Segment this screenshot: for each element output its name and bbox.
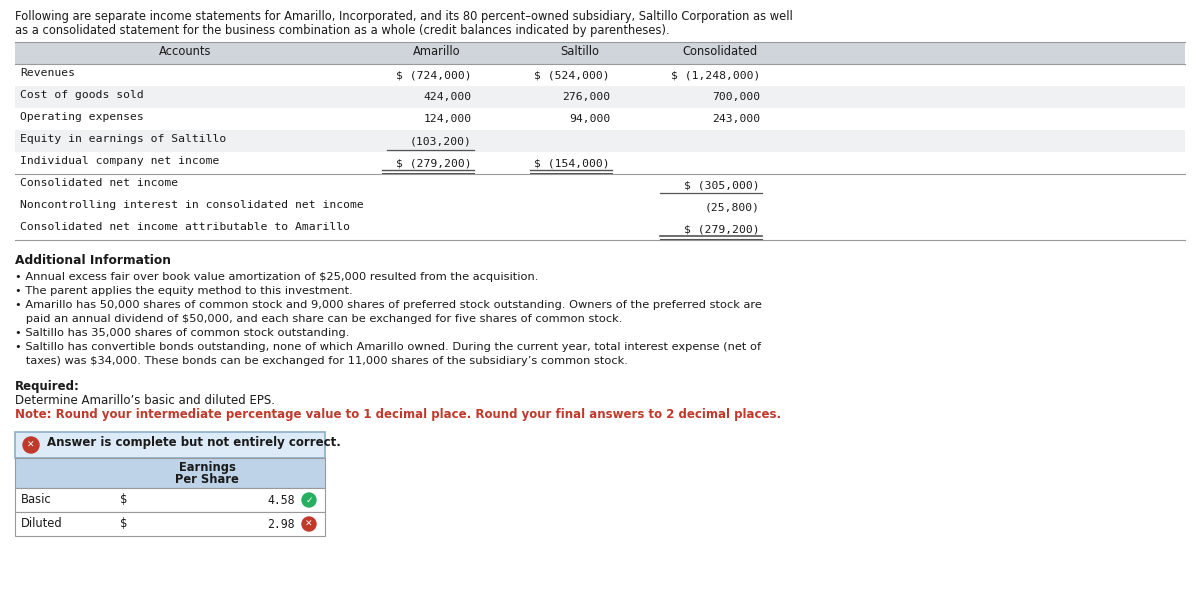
Text: $ (305,000): $ (305,000) — [684, 180, 760, 190]
Text: (25,800): (25,800) — [706, 202, 760, 212]
Bar — [14, 458, 325, 488]
Bar — [14, 488, 325, 512]
Text: ✕: ✕ — [305, 519, 313, 528]
Text: ✓: ✓ — [305, 496, 313, 505]
Text: 124,000: 124,000 — [424, 114, 472, 124]
Text: Required:: Required: — [14, 380, 80, 393]
Bar — [14, 86, 1186, 108]
Circle shape — [302, 517, 316, 531]
Text: Equity in earnings of Saltillo: Equity in earnings of Saltillo — [20, 134, 227, 144]
Text: $ (724,000): $ (724,000) — [396, 70, 472, 80]
Text: Note: Round your intermediate percentage value to 1 decimal place. Round your fi: Note: Round your intermediate percentage… — [14, 408, 781, 421]
Bar — [14, 432, 325, 458]
Circle shape — [302, 493, 316, 507]
Text: Consolidated: Consolidated — [683, 45, 757, 58]
Text: 700,000: 700,000 — [712, 92, 760, 102]
Text: 276,000: 276,000 — [562, 92, 610, 102]
Text: • Saltillo has convertible bonds outstanding, none of which Amarillo owned. Duri: • Saltillo has convertible bonds outstan… — [14, 342, 761, 352]
Text: 4.58: 4.58 — [268, 493, 295, 506]
Text: $ (279,200): $ (279,200) — [684, 224, 760, 234]
Text: ✕: ✕ — [28, 440, 35, 449]
Bar — [14, 512, 325, 536]
Text: $ (154,000): $ (154,000) — [534, 158, 610, 168]
Text: • Amarillo has 50,000 shares of common stock and 9,000 shares of preferred stock: • Amarillo has 50,000 shares of common s… — [14, 300, 762, 310]
Text: Diluted: Diluted — [22, 517, 62, 530]
Text: Operating expenses: Operating expenses — [20, 112, 144, 122]
Text: 2.98: 2.98 — [268, 518, 295, 531]
Text: 243,000: 243,000 — [712, 114, 760, 124]
Text: • The parent applies the equity method to this investment.: • The parent applies the equity method t… — [14, 286, 353, 296]
Bar — [14, 64, 1186, 86]
Bar — [14, 130, 1186, 152]
Text: Earnings: Earnings — [179, 461, 235, 474]
Text: (103,200): (103,200) — [410, 136, 472, 146]
Bar — [14, 152, 1186, 174]
Text: paid an annual dividend of $50,000, and each share can be exchanged for five sha: paid an annual dividend of $50,000, and … — [14, 314, 623, 324]
Text: Revenues: Revenues — [20, 68, 74, 78]
Text: Determine Amarillo’s basic and diluted EPS.: Determine Amarillo’s basic and diluted E… — [14, 394, 275, 407]
Text: taxes) was $34,000. These bonds can be exchanged for 11,000 shares of the subsid: taxes) was $34,000. These bonds can be e… — [14, 356, 628, 366]
Text: • Annual excess fair over book value amortization of $25,000 resulted from the a: • Annual excess fair over book value amo… — [14, 272, 539, 282]
Text: • Saltillo has 35,000 shares of common stock outstanding.: • Saltillo has 35,000 shares of common s… — [14, 328, 349, 338]
Text: Amarillo: Amarillo — [413, 45, 461, 58]
Text: Consolidated net income attributable to Amarillo: Consolidated net income attributable to … — [20, 222, 350, 232]
Text: Per Share: Per Share — [175, 473, 239, 486]
Text: $ (1,248,000): $ (1,248,000) — [671, 70, 760, 80]
Text: 424,000: 424,000 — [424, 92, 472, 102]
Text: $ (279,200): $ (279,200) — [396, 158, 472, 168]
Circle shape — [23, 437, 38, 453]
Text: as a consolidated statement for the business combination as a whole (credit bala: as a consolidated statement for the busi… — [14, 24, 670, 37]
Bar — [14, 108, 1186, 130]
Text: Answer is complete but not entirely correct.: Answer is complete but not entirely corr… — [47, 436, 341, 449]
Text: Individual company net income: Individual company net income — [20, 156, 220, 166]
Text: Accounts: Accounts — [158, 45, 211, 58]
Text: Saltillo: Saltillo — [560, 45, 600, 58]
Text: Additional Information: Additional Information — [14, 254, 172, 267]
Text: Noncontrolling interest in consolidated net income: Noncontrolling interest in consolidated … — [20, 200, 364, 210]
Bar — [14, 42, 1186, 64]
Text: 94,000: 94,000 — [569, 114, 610, 124]
Text: $: $ — [120, 493, 127, 506]
Text: Cost of goods sold: Cost of goods sold — [20, 90, 144, 100]
Text: Consolidated net income: Consolidated net income — [20, 178, 178, 188]
Text: Basic: Basic — [22, 493, 52, 506]
Text: $ (524,000): $ (524,000) — [534, 70, 610, 80]
Text: Following are separate income statements for Amarillo, Incorporated, and its 80 : Following are separate income statements… — [14, 10, 793, 23]
Text: $: $ — [120, 517, 127, 530]
